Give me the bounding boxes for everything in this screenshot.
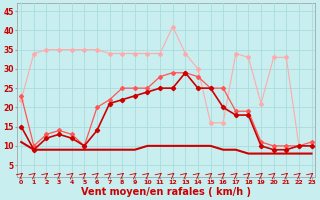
X-axis label: Vent moyen/en rafales ( km/h ): Vent moyen/en rafales ( km/h ) xyxy=(81,187,252,197)
